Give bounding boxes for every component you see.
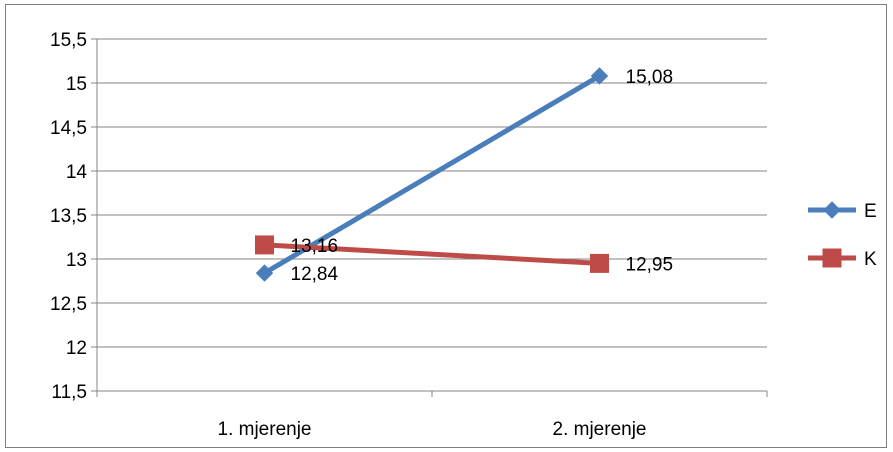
legend-marker-k	[822, 248, 842, 268]
y-tick-label: 12,5	[50, 294, 87, 315]
data-labels: 12,84 15,08 13,16 12,95	[291, 67, 674, 285]
legend-marker-e	[823, 201, 841, 219]
y-tick-label: 13,5	[50, 206, 87, 227]
y-tick-labels: 11,5 12 12,5 13 13,5 14 14,5 15 15,5	[50, 30, 87, 403]
legend: EK	[808, 201, 877, 270]
x-category-label: 2. mjerenje	[553, 419, 647, 440]
data-point-e	[255, 264, 274, 282]
x-category-label: 1. mjerenje	[218, 419, 312, 440]
y-tick-label: 15,5	[50, 30, 87, 51]
series-group	[255, 67, 609, 282]
series-line-k	[264, 242, 600, 266]
data-label-k: 12,95	[626, 254, 674, 275]
y-tick-label: 14	[66, 162, 88, 183]
data-label-e: 12,84	[291, 264, 339, 285]
series-line-e	[263, 73, 601, 276]
gridlines	[97, 38, 767, 348]
data-label-e: 15,08	[626, 67, 674, 88]
legend-label-e: E	[864, 201, 877, 222]
y-tick-label: 11,5	[51, 382, 87, 403]
x-category-labels: 1. mjerenje 2. mjerenje	[218, 419, 647, 440]
data-label-k: 13,16	[291, 236, 339, 257]
data-point-e	[590, 67, 609, 85]
y-tick-label: 12	[66, 338, 87, 359]
legend-label-k: K	[864, 249, 877, 270]
axes	[91, 38, 768, 397]
y-tick-label: 14,5	[50, 118, 87, 139]
y-tick-label: 15	[66, 74, 87, 95]
y-tick-label: 13	[66, 250, 87, 271]
chart-area	[5, 4, 887, 448]
data-point-k	[590, 253, 609, 273]
data-point-k	[255, 235, 274, 255]
